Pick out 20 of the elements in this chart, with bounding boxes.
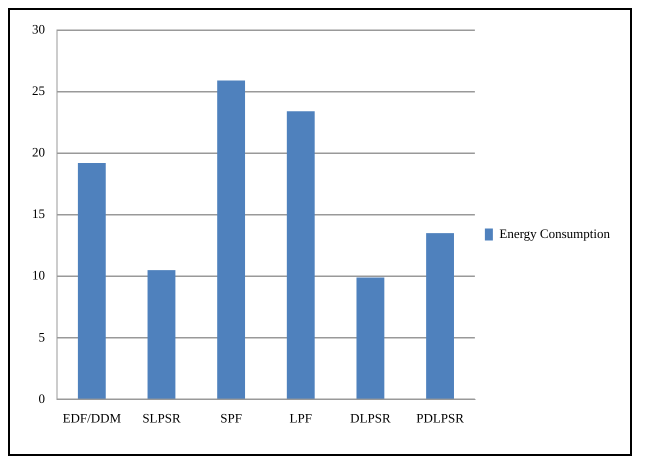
bar <box>148 270 176 399</box>
bar <box>217 80 246 399</box>
x-tick-label: EDF/DDM <box>62 410 122 426</box>
bar <box>78 162 106 399</box>
y-tick-label: 15 <box>32 206 45 222</box>
y-tick-label: 5 <box>38 329 45 344</box>
legend-label: Energy Consumption <box>499 226 610 241</box>
y-tick-label: 10 <box>32 268 45 283</box>
x-tick-label: SPF <box>220 410 242 426</box>
x-tick-label: SLPSR <box>142 410 181 426</box>
y-tick-label: 20 <box>32 144 45 160</box>
y-tick-label: 0 <box>38 390 45 406</box>
x-tick-label: LPF <box>290 410 312 426</box>
bar <box>426 233 454 399</box>
bar <box>356 278 384 399</box>
x-tick-label: PDLPSR <box>416 410 464 426</box>
y-tick-label: 25 <box>32 82 45 98</box>
y-tick-label: 30 <box>32 21 45 36</box>
bar <box>286 111 315 399</box>
x-tick-label: DLPSR <box>350 410 391 426</box>
